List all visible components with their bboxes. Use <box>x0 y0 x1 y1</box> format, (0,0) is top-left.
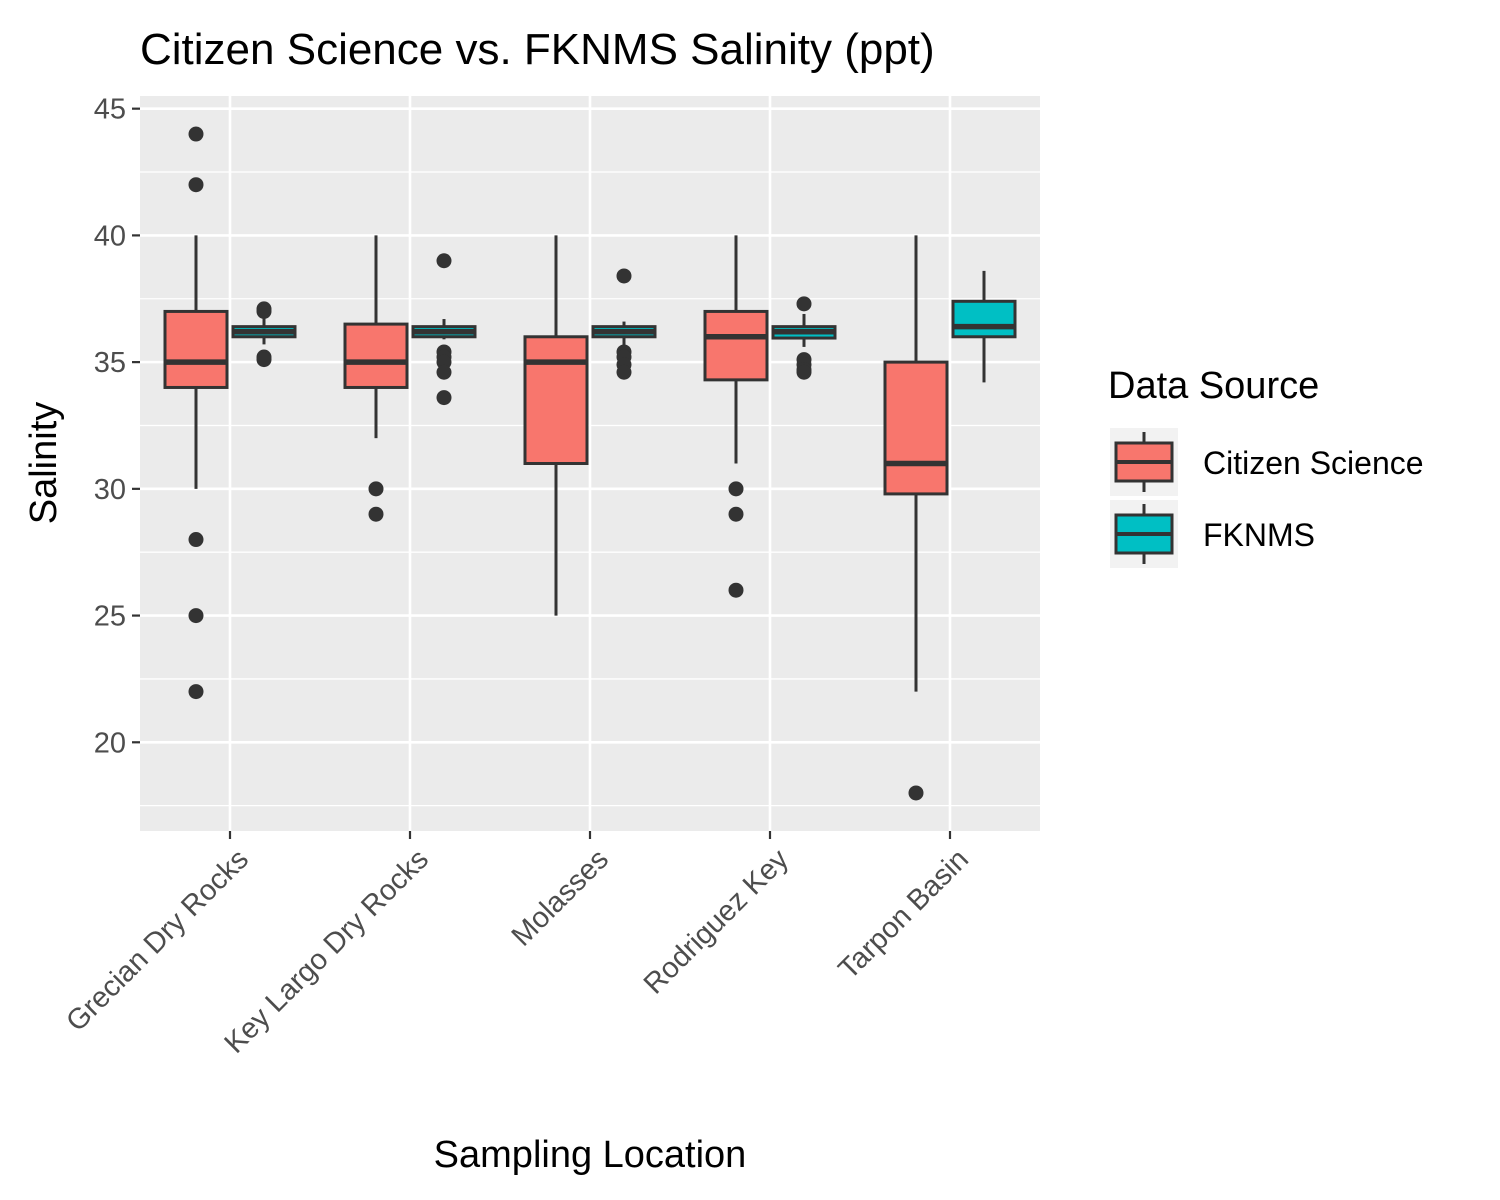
y-tick-label: 25 <box>94 601 126 633</box>
y-tick-label: 30 <box>94 474 126 506</box>
legend-label: FKNMS <box>1203 517 1315 553</box>
outlier-point <box>368 506 384 522</box>
y-tick-label: 40 <box>94 220 126 252</box>
x-tick-label: Molasses <box>506 843 615 952</box>
outlier-point <box>188 532 204 548</box>
outlier-point <box>616 268 632 284</box>
outlier-point <box>188 608 204 624</box>
box-iqr <box>703 309 769 382</box>
outlier-point <box>908 785 924 801</box>
box-iqr <box>343 322 409 389</box>
outlier-point <box>796 296 812 312</box>
y-tick-label: 35 <box>94 347 126 379</box>
outlier-point <box>188 177 204 193</box>
box-fknms <box>231 301 297 368</box>
outlier-point <box>188 684 204 700</box>
outlier-point <box>256 303 272 319</box>
box-fknms <box>771 296 837 380</box>
outlier-point <box>728 582 744 598</box>
x-tick-label: Rodriguez Key <box>638 843 795 1000</box>
x-tick-label: Key Largo Dry Rocks <box>219 843 435 1059</box>
legend-item-fknms: FKNMS <box>1110 500 1315 568</box>
x-axis-title: Sampling Location <box>434 1134 747 1176</box>
box-citizen-science <box>163 126 229 700</box>
box-iqr <box>523 335 589 465</box>
x-tick-label: Grecian Dry Rocks <box>60 843 255 1038</box>
outlier-point <box>188 126 204 142</box>
legend: Data Source Citizen Science FKNMS <box>1108 365 1424 568</box>
y-axis-title: Salinity <box>23 402 65 525</box>
boxes <box>163 126 1017 801</box>
outlier-point <box>436 390 452 406</box>
legend-item-citizen-science: Citizen Science <box>1110 428 1424 496</box>
outlier-point <box>796 364 812 380</box>
box-iqr <box>951 299 1017 339</box>
box-fknms <box>591 268 657 380</box>
box-fknms <box>951 270 1017 383</box>
outlier-point <box>436 253 452 269</box>
box-citizen-science <box>883 235 949 801</box>
y-tick-label: 20 <box>94 727 126 759</box>
outlier-point <box>728 506 744 522</box>
box-citizen-science <box>343 235 409 522</box>
outlier-point <box>256 352 272 368</box>
box-iqr <box>883 360 949 496</box>
outlier-point <box>616 364 632 380</box>
box-citizen-science <box>523 235 589 616</box>
outlier-point <box>368 481 384 497</box>
box-fknms <box>411 253 477 406</box>
legend-title: Data Source <box>1108 365 1319 407</box>
box-iqr <box>163 309 229 389</box>
outlier-point <box>436 364 452 380</box>
outlier-point <box>728 481 744 497</box>
legend-label: Citizen Science <box>1203 445 1424 481</box>
box-citizen-science <box>703 235 769 598</box>
x-tick-label: Tarpon Basin <box>833 843 975 985</box>
chart-title: Citizen Science vs. FKNMS Salinity (ppt) <box>140 25 935 74</box>
y-tick-label: 45 <box>94 94 126 126</box>
